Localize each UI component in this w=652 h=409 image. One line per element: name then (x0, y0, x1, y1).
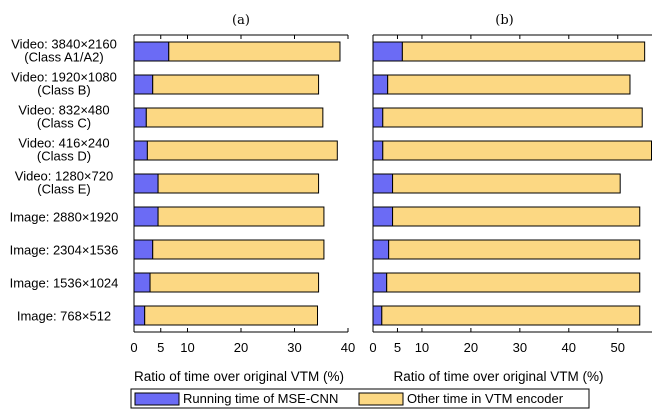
bar-mse-cnn (372, 239, 390, 260)
bar-mse-cnn (133, 239, 154, 260)
bar-other-vtm (145, 107, 324, 128)
category-label: (Class A1/A2) (24, 50, 103, 65)
bar-other-vtm (381, 305, 641, 326)
bar-mse-cnn (133, 206, 159, 227)
x-axis-label: Ratio of time over original VTM (%) (134, 369, 344, 384)
bar-mse-cnn (133, 173, 159, 194)
bar-mse-cnn (133, 41, 170, 62)
bar-other-vtm (382, 140, 652, 161)
bar-other-vtm (152, 239, 325, 260)
x-tick-label: 5 (394, 340, 401, 355)
x-axis-label: Ratio of time over original VTM (%) (393, 369, 603, 384)
bar-other-vtm (149, 272, 320, 293)
bar-other-vtm (387, 74, 631, 95)
legend-swatch-other-vtm (358, 392, 404, 406)
bar-other-vtm (388, 239, 641, 260)
x-tick-label: 10 (180, 340, 194, 355)
legend: Running time of MSE-CNN Other time in VTM… (130, 388, 590, 409)
bar-other-vtm (392, 206, 641, 227)
category-label: Video: 1280×720 (15, 169, 113, 184)
category-label: Video: 3840×2160 (11, 37, 117, 52)
category-label: (Class C) (37, 116, 91, 131)
x-tick-label: 0 (130, 340, 137, 355)
bar-mse-cnn (133, 107, 147, 128)
category-label: Image: 1536×1024 (10, 276, 119, 291)
bar-mse-cnn (133, 74, 154, 95)
bar-other-vtm (392, 173, 621, 194)
x-tick-label: 20 (234, 340, 248, 355)
bar-mse-cnn (372, 173, 394, 194)
bar-other-vtm (168, 41, 341, 62)
category-labels: Video: 3840×2160(Class A1/A2) Video: 1920… (10, 37, 119, 324)
panel-title: (a) (232, 13, 250, 28)
category-label: Image: 2304×1536 (10, 243, 119, 258)
category-label: Image: 768×512 (17, 309, 111, 324)
legend-label-mse-cnn: Running time of MSE-CNN (183, 391, 338, 406)
bar-mse-cnn (372, 41, 403, 62)
x-tick-label: 40 (341, 340, 355, 355)
x-tick-label: 30 (287, 340, 301, 355)
category-label: (Class E) (37, 182, 90, 197)
x-tick-label: 50 (611, 340, 625, 355)
bar-mse-cnn (372, 74, 389, 95)
bar-other-vtm (152, 74, 320, 95)
bar-mse-cnn (372, 305, 383, 326)
x-tick-label: 20 (464, 340, 478, 355)
category-label: (Class D) (37, 149, 91, 164)
panel-a: 0 5 10 20 30 40 (a) Ratio of time over original… (130, 13, 355, 384)
x-tick-label: 40 (562, 340, 576, 355)
panel-title: (b) (495, 13, 513, 28)
panel-b: 0 5 10 20 30 40 50 (b) Ratio of time over origin… (369, 13, 652, 384)
bar-other-vtm (401, 41, 646, 62)
bar-mse-cnn (372, 140, 384, 161)
category-label: Video: 832×480 (18, 103, 109, 118)
bar-other-vtm (157, 173, 320, 194)
bar-other-vtm (146, 140, 338, 161)
category-label: (Class B) (37, 83, 90, 98)
bar-mse-cnn (133, 305, 146, 326)
bar-mse-cnn (372, 272, 388, 293)
category-label: Video: 1920×1080 (11, 70, 117, 85)
bar-mse-cnn (133, 272, 151, 293)
bar-mse-cnn (372, 206, 394, 227)
legend-label-other-vtm: Other time in VTM encoder (407, 391, 564, 406)
x-tick-label: 10 (415, 340, 429, 355)
bar-other-vtm (386, 272, 641, 293)
bar-mse-cnn (372, 107, 384, 128)
category-label: Image: 2880×1920 (10, 210, 119, 225)
category-label: Video: 416×240 (18, 136, 109, 151)
bar-other-vtm (157, 206, 325, 227)
x-tick-label: 5 (157, 340, 164, 355)
x-tick-label: 30 (513, 340, 527, 355)
bar-other-vtm (382, 107, 643, 128)
bar-other-vtm (144, 305, 319, 326)
bar-mse-cnn (133, 140, 148, 161)
legend-swatch-mse-cnn (134, 392, 180, 406)
x-tick-label: 0 (369, 340, 376, 355)
